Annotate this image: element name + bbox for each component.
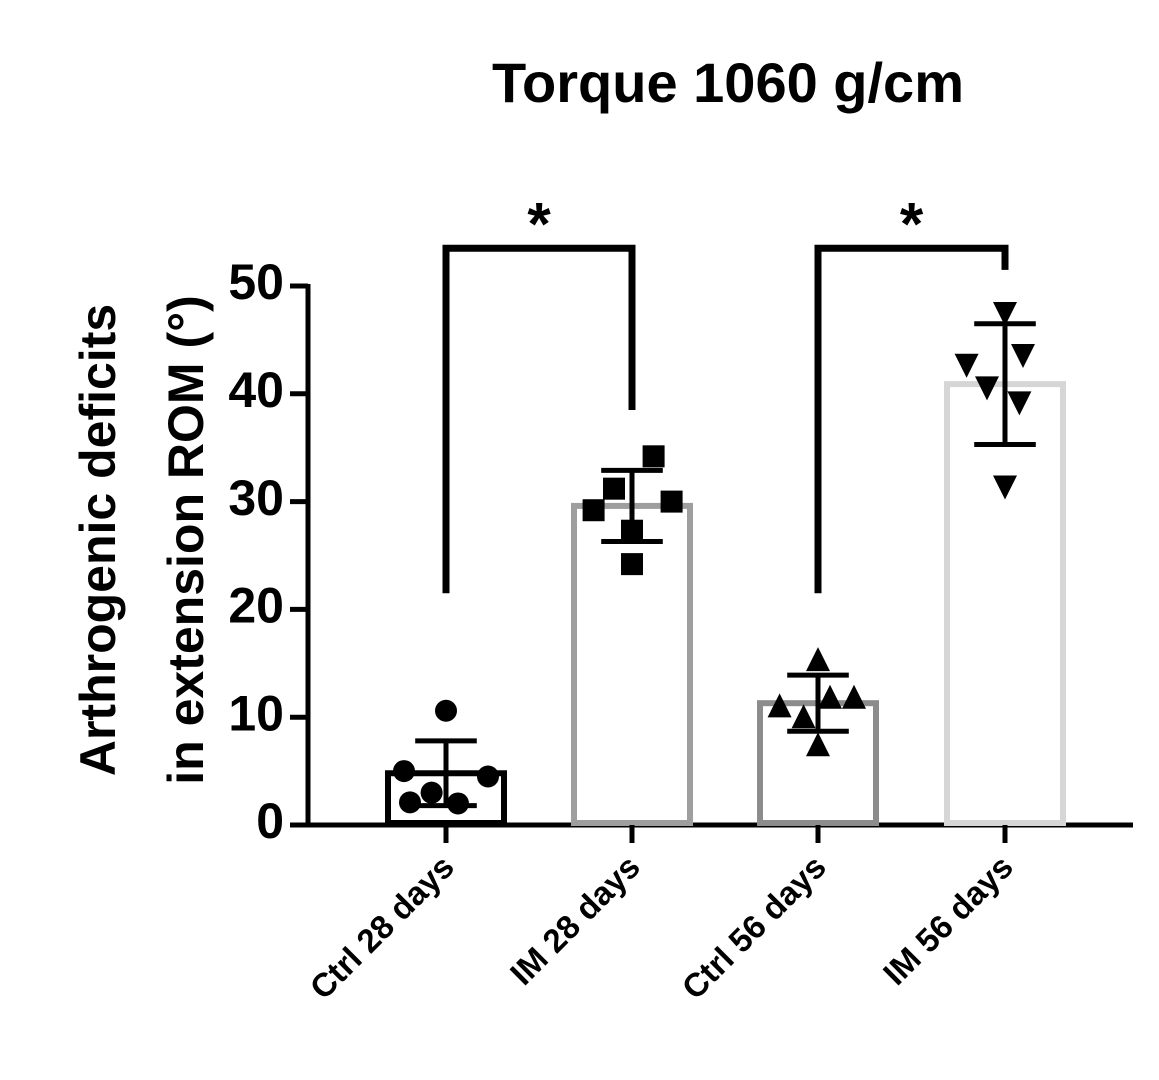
y-tick-label: 0 xyxy=(256,793,284,849)
data-point xyxy=(993,475,1017,500)
data-point xyxy=(603,477,625,500)
data-point xyxy=(954,353,979,378)
plot-area: 0 10 20 30 40 50 Ctrl 28 days IM 28 days Ctrl 56… xyxy=(228,190,1133,1006)
data-point xyxy=(806,732,830,757)
x-tick-label: Ctrl 56 days xyxy=(674,848,832,1006)
y-tick-label: 30 xyxy=(228,470,284,526)
y-tick-label: 20 xyxy=(228,578,284,634)
x-tick-label: Ctrl 28 days xyxy=(302,848,460,1006)
data-point xyxy=(975,376,999,401)
significance-bracket xyxy=(814,244,1009,594)
bar xyxy=(757,700,879,826)
y-axis-label-line-2: in extension ROM (°) xyxy=(158,295,214,784)
data-point xyxy=(582,499,605,522)
significance-bracket xyxy=(442,244,636,594)
y-tick-label: 10 xyxy=(228,685,284,741)
data-point xyxy=(1011,343,1035,368)
data-point xyxy=(477,765,499,788)
data-point xyxy=(818,684,842,709)
data-point xyxy=(1007,391,1032,416)
chart-title: Torque 1060 g/cm xyxy=(492,51,964,114)
data-point xyxy=(806,647,830,672)
data-point xyxy=(435,699,457,722)
significance-label: * xyxy=(900,190,924,257)
y-axis-label-line-1: Arthrogenic deficits xyxy=(70,304,126,776)
data-point xyxy=(660,490,683,513)
data-point xyxy=(621,553,643,576)
y-tick-label: 40 xyxy=(228,362,284,418)
data-point xyxy=(399,791,421,814)
x-tick-label: IM 28 days xyxy=(503,848,647,992)
data-point xyxy=(791,704,816,729)
bar xyxy=(944,381,1066,826)
data-point xyxy=(993,301,1017,326)
data-point xyxy=(842,684,866,709)
significance-label: * xyxy=(527,190,551,257)
data-point xyxy=(642,445,665,468)
data-point xyxy=(393,760,415,783)
data-point xyxy=(767,693,792,718)
x-tick-label: IM 56 days xyxy=(876,848,1020,992)
y-tick-label: 50 xyxy=(228,254,284,310)
data-point xyxy=(420,781,443,804)
